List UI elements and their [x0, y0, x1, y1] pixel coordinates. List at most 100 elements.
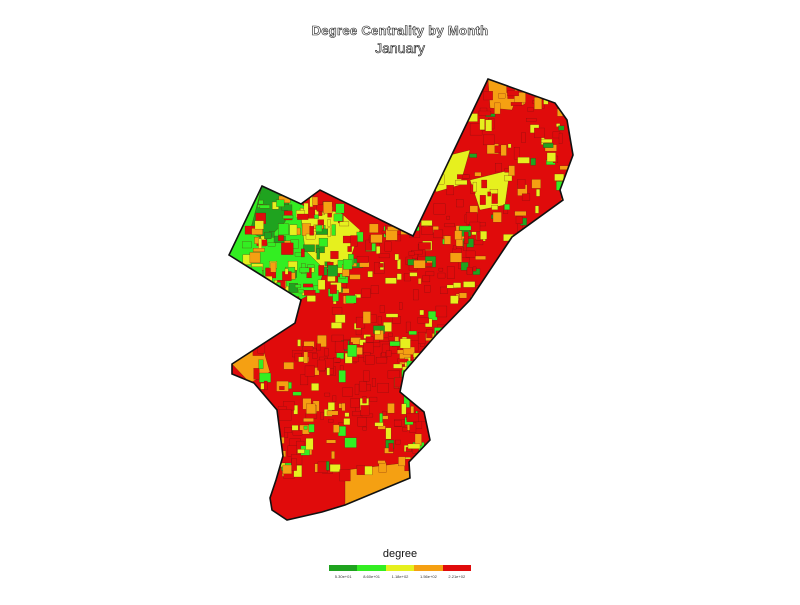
census-tract — [394, 377, 406, 388]
census-tract — [356, 231, 364, 242]
census-tract — [469, 221, 481, 232]
census-tract — [285, 296, 293, 307]
census-tract — [487, 191, 491, 197]
census-tract — [412, 382, 425, 389]
census-tract — [409, 272, 418, 277]
census-tract — [245, 281, 251, 285]
census-tract — [419, 355, 424, 363]
census-tract — [283, 362, 294, 370]
census-tract — [261, 442, 274, 451]
census-tract — [261, 280, 272, 293]
legend-swatch — [442, 565, 472, 571]
census-tract — [474, 172, 482, 177]
census-tract — [433, 203, 446, 215]
census-tract — [439, 84, 452, 97]
census-tract — [357, 417, 367, 427]
census-tract — [417, 176, 426, 187]
census-tract — [316, 248, 320, 260]
census-tract — [447, 115, 454, 125]
census-tract — [393, 363, 403, 369]
census-tract — [444, 235, 451, 245]
census-tract — [362, 396, 367, 404]
census-tract — [248, 288, 255, 301]
census-tract — [453, 103, 461, 111]
census-tract — [448, 336, 461, 348]
census-tract — [495, 163, 502, 173]
census-tract — [292, 430, 303, 436]
census-tract — [410, 155, 418, 160]
census-tract — [331, 322, 342, 329]
census-tract — [453, 282, 462, 288]
census-tract — [531, 179, 541, 189]
census-tract — [521, 132, 526, 143]
census-tract — [507, 143, 512, 149]
census-tract — [332, 395, 337, 402]
census-tract — [333, 213, 343, 222]
census-tract — [271, 425, 278, 433]
census-tract — [435, 305, 448, 318]
census-tract — [438, 267, 444, 272]
census-tract — [284, 431, 289, 438]
census-tract — [331, 451, 335, 460]
census-tract — [232, 296, 243, 308]
census-tract — [251, 228, 263, 235]
census-tract — [347, 246, 352, 252]
census-tract — [446, 97, 458, 104]
census-tract — [359, 262, 370, 268]
census-tract — [399, 302, 403, 310]
census-tract — [462, 174, 470, 179]
census-tract — [385, 350, 392, 357]
census-tract — [365, 336, 374, 343]
census-tract — [475, 255, 486, 260]
census-tract — [359, 381, 367, 392]
census-tract — [267, 242, 276, 247]
census-tract — [316, 343, 321, 351]
census-tract — [381, 352, 386, 357]
census-tract — [306, 403, 316, 415]
census-tract — [327, 265, 338, 277]
census-tract — [350, 398, 360, 408]
census-tract — [541, 138, 553, 143]
census-tract — [463, 281, 476, 288]
census-tract — [343, 340, 349, 350]
census-tract — [341, 402, 346, 411]
census-tract — [365, 239, 372, 251]
census-tract — [402, 427, 408, 432]
census-tract — [412, 458, 417, 468]
census-tract — [362, 426, 367, 431]
census-tract — [427, 163, 435, 169]
census-tract — [447, 356, 451, 363]
census-tract — [344, 437, 357, 448]
census-tract — [328, 419, 334, 423]
census-tract — [417, 317, 430, 324]
census-tract — [324, 358, 334, 369]
census-tract — [388, 443, 394, 452]
census-tract — [276, 282, 281, 294]
census-tract — [369, 396, 378, 402]
census-tract — [410, 82, 416, 89]
census-tract — [569, 170, 573, 175]
census-tract — [242, 241, 252, 249]
legend-swatch — [385, 565, 415, 571]
census-tract — [349, 274, 361, 280]
census-tract — [560, 95, 569, 105]
census-tract — [315, 225, 323, 232]
census-tract — [479, 118, 485, 131]
census-tract — [489, 189, 499, 194]
census-tract — [334, 341, 345, 353]
census-tract — [282, 464, 292, 475]
census-tract — [234, 298, 246, 310]
census-tract — [443, 141, 451, 147]
census-tract — [232, 225, 239, 236]
census-tract — [270, 290, 282, 299]
census-tract — [301, 248, 305, 258]
census-tract — [477, 289, 485, 294]
census-tract — [267, 449, 278, 462]
census-tract — [292, 391, 302, 396]
census-tract — [339, 469, 351, 482]
census-tract — [474, 239, 484, 246]
census-tract — [284, 268, 289, 275]
census-tract — [274, 435, 280, 441]
census-tract — [446, 327, 458, 338]
census-tract — [338, 426, 347, 437]
